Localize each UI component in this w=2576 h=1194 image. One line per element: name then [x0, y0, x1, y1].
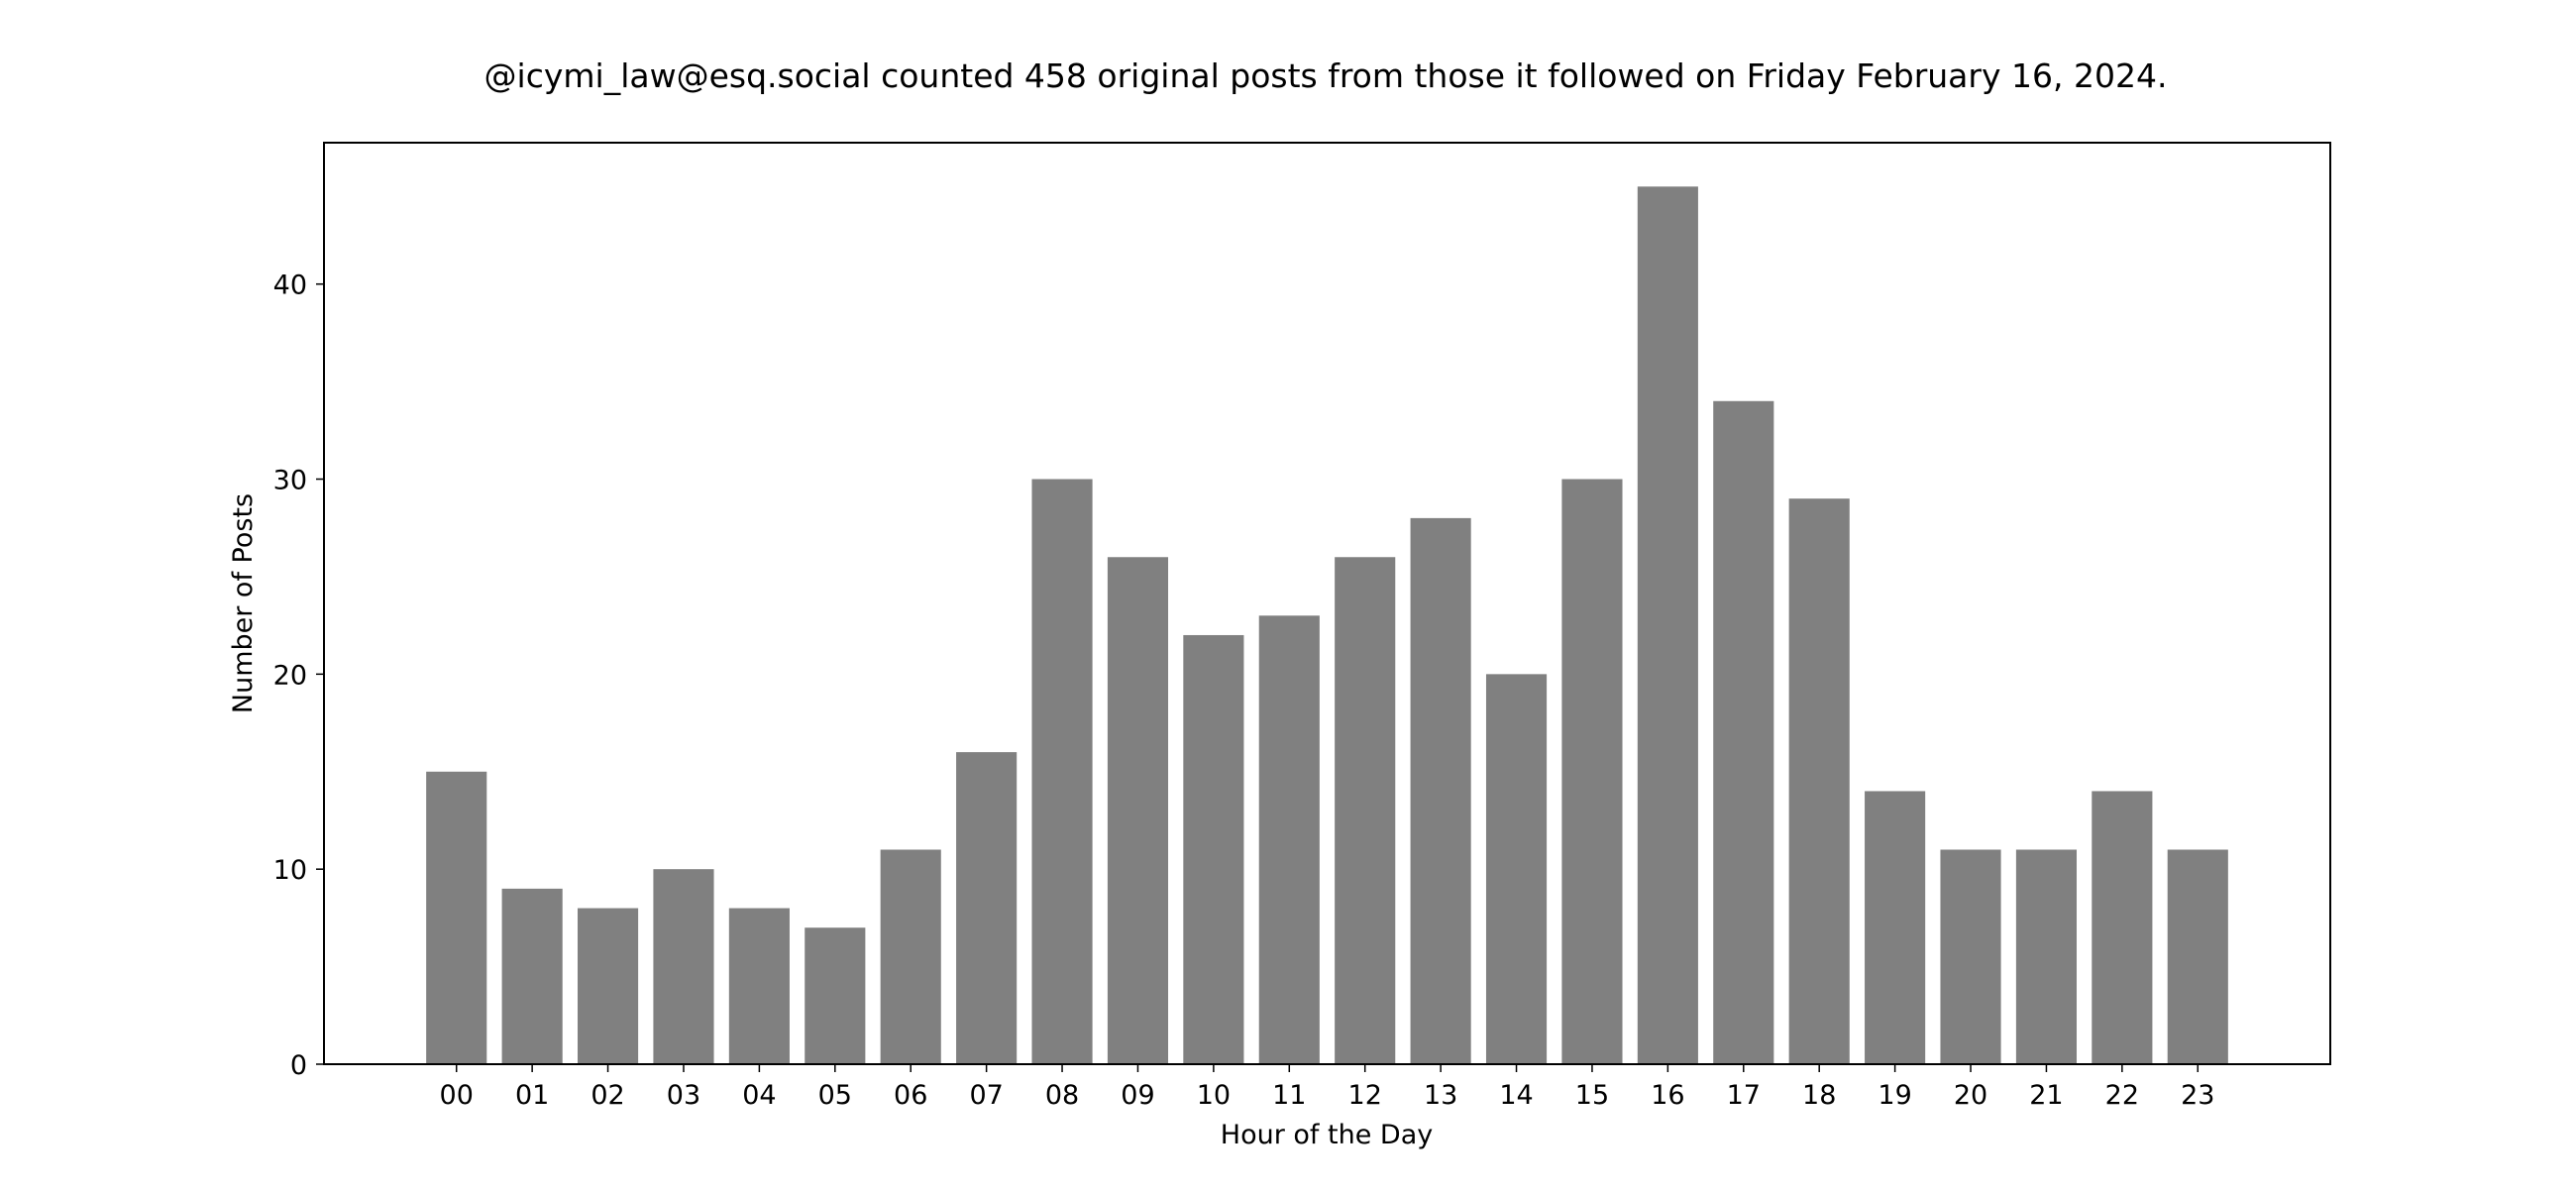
- x-tick-label: 09: [1121, 1080, 1154, 1111]
- bar-13: [1410, 517, 1471, 1064]
- y-tick-label: 10: [273, 855, 307, 886]
- bar-02: [577, 908, 639, 1064]
- y-axis-label: Number of Posts: [228, 493, 259, 713]
- bar-14: [1485, 674, 1548, 1064]
- plot-area-frame: [323, 142, 2331, 1065]
- bar-11: [1258, 615, 1320, 1064]
- bar-05: [805, 927, 866, 1064]
- bar-07: [956, 752, 1018, 1064]
- x-tick-label: 10: [1197, 1080, 1231, 1111]
- x-tick-label: 02: [590, 1080, 624, 1111]
- x-tick-label: 08: [1045, 1080, 1079, 1111]
- bar-01: [501, 888, 563, 1064]
- x-tick-label: 04: [742, 1080, 776, 1111]
- bar-21: [2015, 849, 2078, 1064]
- x-tick-label: 16: [1651, 1080, 1684, 1111]
- bar-23: [2167, 849, 2228, 1064]
- x-tick-label: 11: [1272, 1080, 1306, 1111]
- x-tick-label: 19: [1878, 1080, 1911, 1111]
- bar-10: [1183, 634, 1244, 1064]
- x-tick-label: 15: [1575, 1080, 1609, 1111]
- bar-19: [1865, 791, 1926, 1064]
- bar-09: [1107, 557, 1169, 1064]
- x-tick-label: 23: [2181, 1080, 2214, 1111]
- bar-22: [2092, 791, 2153, 1064]
- y-tick-label: 40: [273, 271, 307, 301]
- bar-04: [728, 908, 790, 1064]
- bar-18: [1788, 498, 1850, 1065]
- bars-group: [426, 186, 2228, 1065]
- x-tick-label: 06: [894, 1080, 927, 1111]
- x-tick-label: 17: [1727, 1080, 1761, 1111]
- y-tick-label: 20: [273, 660, 307, 691]
- x-tick-label: 01: [515, 1080, 549, 1111]
- bar-16: [1637, 186, 1698, 1065]
- x-tick-label: 03: [667, 1080, 700, 1111]
- bar-20: [1940, 849, 2001, 1064]
- bar-17: [1713, 400, 1774, 1064]
- chart-title: @icymi_law@esq.social counted 458 origin…: [484, 56, 2168, 95]
- x-tick-label: 20: [1954, 1080, 1987, 1111]
- bar-00: [426, 771, 487, 1064]
- bar-03: [653, 869, 714, 1064]
- x-tick-label: 00: [440, 1080, 474, 1111]
- bar-15: [1561, 479, 1623, 1064]
- y-tick-label: 30: [273, 466, 307, 496]
- x-axis-label: Hour of the Day: [1221, 1120, 1433, 1150]
- y-axis: 0 10 20 30 40: [273, 271, 324, 1081]
- bar-08: [1031, 479, 1093, 1064]
- bar-06: [880, 849, 941, 1064]
- y-tick-label: 0: [290, 1050, 307, 1081]
- x-tick-label: 22: [2105, 1080, 2139, 1111]
- x-tick-label: 18: [1802, 1080, 1836, 1111]
- x-tick-label: 13: [1424, 1080, 1457, 1111]
- x-tick-label: 07: [969, 1080, 1003, 1111]
- x-axis: 00 01 02 03 04 05 06 07 08 09 10 11 12 13 14 15 16 17 18 19…: [440, 1064, 2214, 1111]
- x-tick-label: 12: [1348, 1080, 1382, 1111]
- x-tick-label: 21: [2029, 1080, 2063, 1111]
- x-tick-label: 14: [1499, 1080, 1533, 1111]
- bar-12: [1335, 557, 1396, 1064]
- x-tick-label: 05: [818, 1080, 852, 1111]
